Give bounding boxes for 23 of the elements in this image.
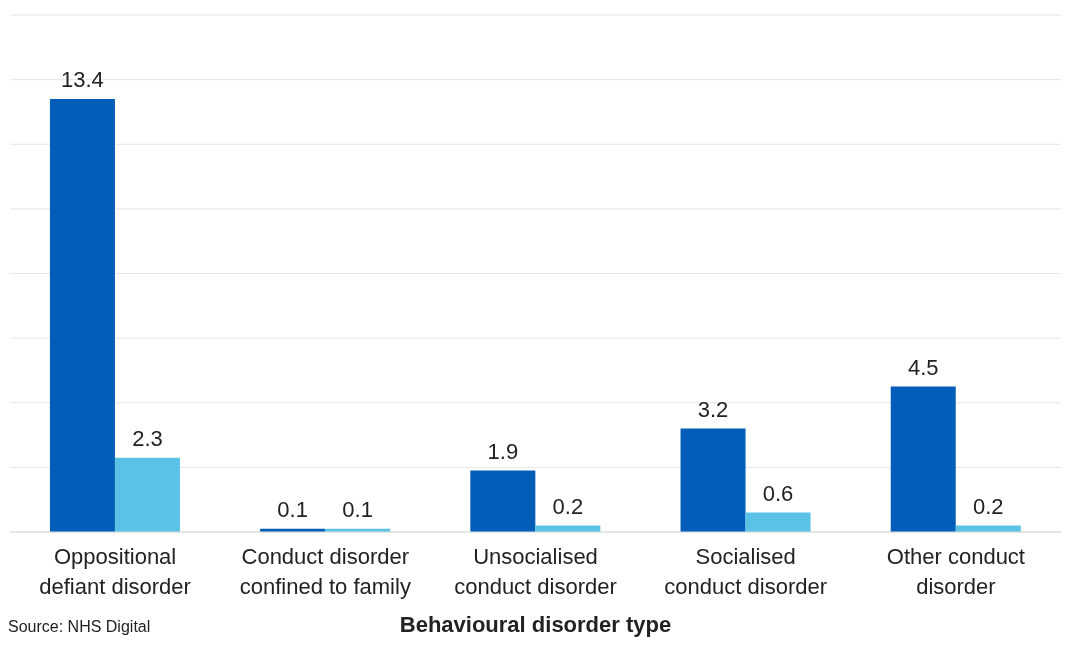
data-label: 0.1	[277, 496, 308, 522]
x-tick-label: Unsocialised conduct disorder	[454, 544, 617, 599]
x-tick-label: Conduct disorder confined to family	[239, 544, 411, 599]
data-label: 1.9	[487, 438, 519, 464]
data-label: 0.2	[972, 493, 1004, 519]
data-label: 2.3	[132, 425, 163, 451]
data-label: 3.2	[697, 396, 729, 422]
bar	[470, 470, 536, 532]
bar	[114, 457, 180, 532]
x-tick-label: Other conduct disorder	[886, 544, 1025, 599]
x-tick-label: Oppositional defiant disorder	[39, 544, 191, 599]
data-label: 4.5	[907, 354, 939, 380]
source-note: Source: NHS Digital	[8, 618, 151, 636]
x-tick-label: Socialised conduct disorder	[664, 544, 828, 599]
bar	[680, 428, 746, 532]
data-label: 0.1	[342, 496, 373, 522]
x-axis-title: Behavioural disorder type	[399, 612, 672, 637]
bar	[49, 99, 115, 532]
data-label: 0.2	[552, 493, 584, 519]
data-label: 13.4	[61, 67, 104, 93]
data-label: 0.6	[762, 480, 794, 506]
bar	[890, 386, 956, 532]
bar	[745, 512, 811, 532]
